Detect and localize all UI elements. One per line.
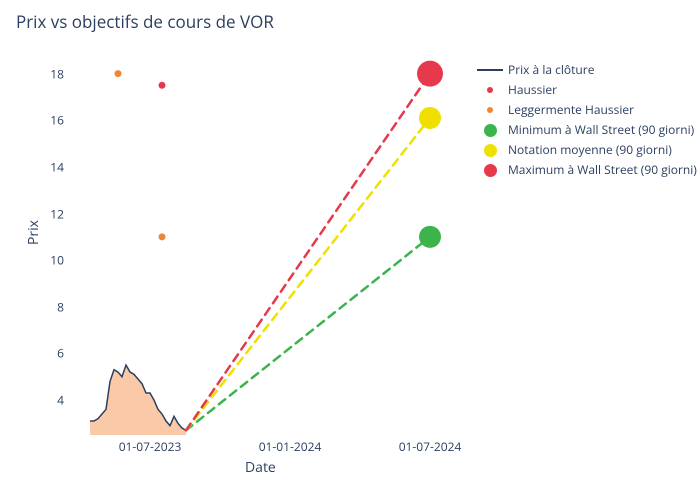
dot-icon [487, 87, 493, 93]
target-bubble-max [417, 61, 443, 87]
forecast-line-min [186, 237, 430, 430]
target-bubble-mean [419, 107, 441, 129]
legend-item[interactable]: Minimum à Wall Street (90 giorni) [476, 120, 697, 140]
legend-label: Leggermente Haussier [508, 100, 634, 120]
legend-label: Haussier [508, 80, 557, 100]
analyst-point [159, 82, 166, 89]
line-icon [477, 69, 503, 71]
y-tick: 12 [34, 205, 64, 222]
legend-swatch [476, 143, 504, 157]
forecast-line-mean [186, 118, 430, 430]
legend-item[interactable]: Prix à la clôture [476, 60, 697, 80]
dot-icon [484, 124, 497, 137]
y-tick: 8 [34, 298, 64, 315]
analyst-point [159, 233, 166, 240]
legend-label: Minimum à Wall Street (90 giorni) [508, 120, 694, 140]
chart-title: Prix vs objectifs de cours de VOR [16, 10, 274, 33]
y-tick: 6 [34, 345, 64, 362]
legend-swatch [476, 103, 504, 117]
y-tick: 4 [34, 392, 64, 409]
analyst-point [115, 70, 122, 77]
dot-icon [484, 144, 497, 157]
dot-icon [484, 164, 497, 177]
legend-swatch [476, 123, 504, 137]
legend-swatch [476, 63, 504, 77]
legend-swatch [476, 83, 504, 97]
x-tick: 01-07-2023 [119, 438, 182, 455]
y-tick: 10 [34, 252, 64, 269]
legend-label: Notation moyenne (90 giorni) [508, 140, 672, 160]
y-tick: 16 [34, 112, 64, 129]
y-tick: 18 [34, 65, 64, 82]
x-tick: 01-07-2024 [399, 438, 462, 455]
forecast-line-max [186, 74, 430, 431]
legend-item[interactable]: Haussier [476, 80, 697, 100]
legend-label: Maximum à Wall Street (90 giorni) [508, 160, 697, 180]
plot-svg [70, 55, 470, 435]
x-tick: 01-01-2024 [259, 438, 322, 455]
price-area [90, 365, 186, 435]
y-axis-label: Prix [24, 220, 43, 245]
dot-icon [487, 107, 493, 113]
legend-item[interactable]: Maximum à Wall Street (90 giorni) [476, 160, 697, 180]
x-axis-label: Date [245, 458, 276, 477]
legend-label: Prix à la clôture [508, 60, 594, 80]
legend-swatch [476, 163, 504, 177]
y-tick: 14 [34, 158, 64, 175]
chart-container: Prix vs objectifs de cours de VOR Prix D… [0, 0, 700, 500]
legend: Prix à la clôtureHaussierLeggermente Hau… [476, 60, 697, 180]
target-bubble-min [419, 226, 441, 248]
legend-item[interactable]: Leggermente Haussier [476, 100, 697, 120]
legend-item[interactable]: Notation moyenne (90 giorni) [476, 140, 697, 160]
